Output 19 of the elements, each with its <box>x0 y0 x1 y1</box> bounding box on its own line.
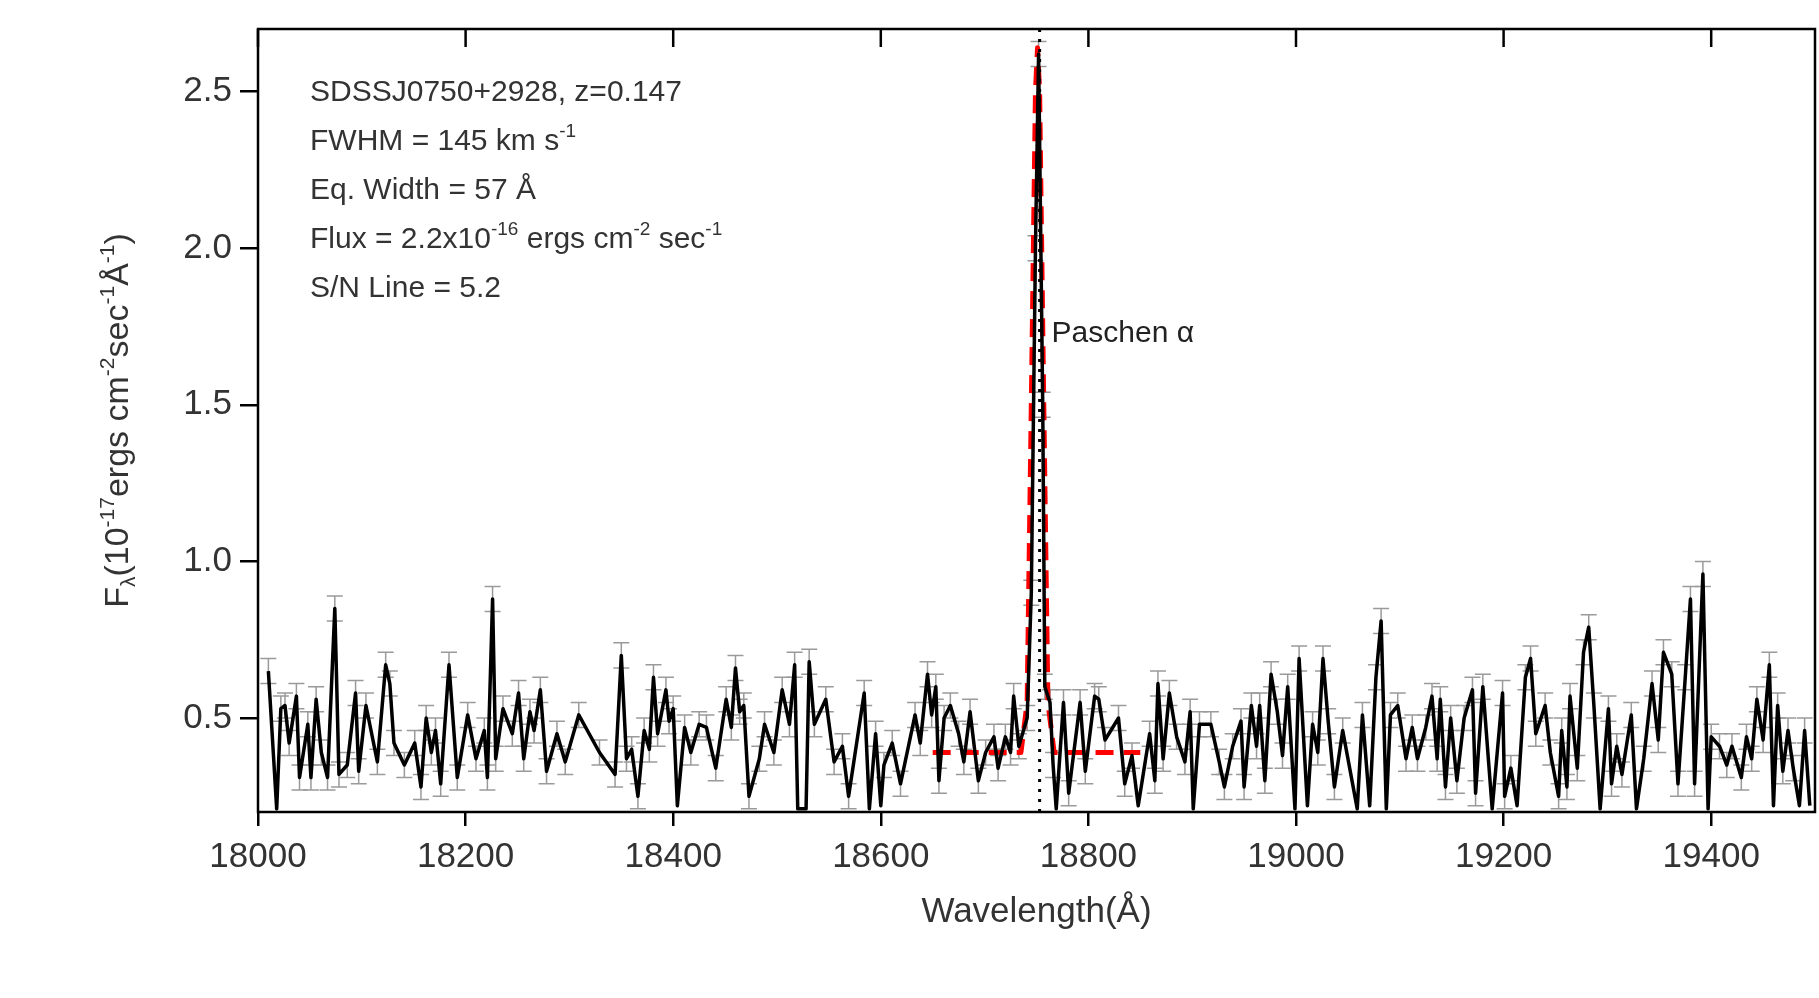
ref-line-label: Paschen α <box>1051 315 1195 349</box>
x-tick-label: 19400 <box>1662 834 1760 874</box>
x-tick-label: 18400 <box>624 834 722 874</box>
x-tick-label: 18800 <box>1039 834 1138 874</box>
annotation: S/N Line = 5.2 <box>310 270 501 303</box>
x-axis-title: Wavelength(Å) <box>921 890 1152 929</box>
y-tick-label: 0.5 <box>183 695 232 735</box>
annotation: Eq. Width = 57 Å <box>310 172 536 205</box>
x-tick-label: 18600 <box>832 834 930 874</box>
y-tick-label: 2.5 <box>183 69 232 109</box>
y-tick-label: 2.0 <box>183 225 232 265</box>
x-tick-label: 18000 <box>209 834 307 874</box>
y-tick-label: 1.5 <box>183 382 232 422</box>
text: Fλ(10-17ergs cm-2sec-1Å-1) <box>94 233 140 608</box>
y-tick-label: 1.0 <box>183 539 232 579</box>
x-tick-label: 18200 <box>416 834 515 874</box>
x-tick-label: 19200 <box>1454 834 1553 874</box>
x-tick-label: 19000 <box>1247 834 1345 874</box>
annotation: SDSSJ0750+2928, z=0.147 <box>310 74 682 107</box>
